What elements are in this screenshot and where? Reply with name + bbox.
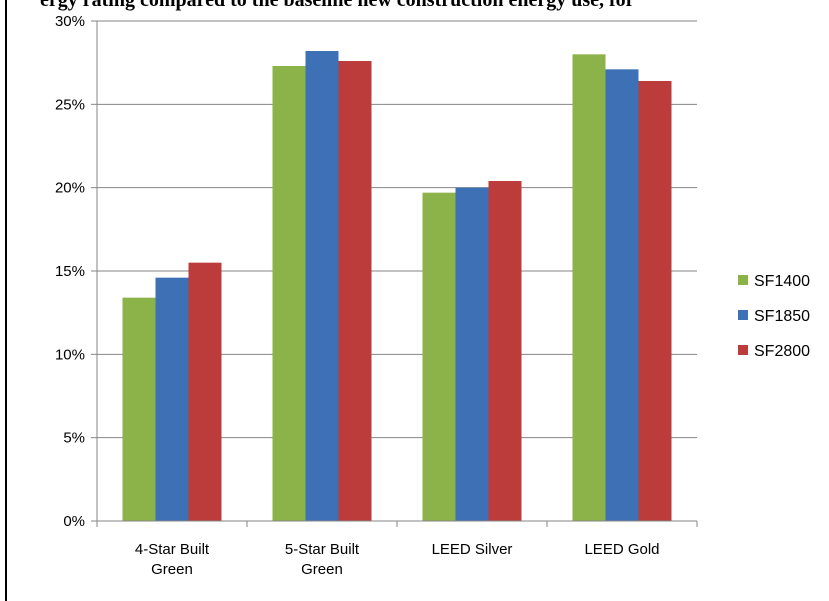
x-category-label: LEED Silver bbox=[432, 541, 513, 558]
legend: SF1400 SF1850 SF2800 bbox=[738, 273, 810, 360]
y-tick-label: 5% bbox=[63, 430, 85, 447]
page-left-border bbox=[5, 0, 7, 601]
bar-sf2800-1 bbox=[338, 61, 372, 521]
bar-sf1850-3 bbox=[605, 69, 639, 521]
x-category-label-line: 5-Star Built bbox=[285, 541, 360, 558]
bar-sf1850-2 bbox=[455, 187, 489, 521]
y-tick-label: 20% bbox=[55, 180, 85, 197]
bar-sf1850-1 bbox=[305, 51, 339, 521]
legend-label-sf2800: SF2800 bbox=[754, 343, 810, 360]
x-category-label: 4-Star Built Green bbox=[135, 541, 210, 578]
bar-sf1400-3 bbox=[572, 54, 606, 521]
bar-sf1400-2 bbox=[422, 192, 456, 521]
y-tick-label: 0% bbox=[63, 513, 85, 530]
x-axis-category-labels: 4-Star Built Green 5-Star Built Green LEED S… bbox=[135, 541, 660, 578]
y-tick-label: 15% bbox=[55, 263, 85, 280]
bar-sf2800-0 bbox=[188, 262, 222, 521]
x-category-label: 5-Star Built Green bbox=[285, 541, 360, 578]
legend-label-sf1400: SF1400 bbox=[754, 273, 810, 290]
bar-sf2800-3 bbox=[638, 81, 672, 521]
x-category-label-line: 4-Star Built bbox=[135, 541, 210, 558]
legend-swatch-sf2800 bbox=[738, 345, 748, 355]
x-category-label-line: Green bbox=[301, 561, 343, 578]
y-tick-label: 30% bbox=[55, 13, 85, 30]
legend-label-sf1850: SF1850 bbox=[754, 308, 810, 325]
x-category-label-line: LEED Silver bbox=[432, 541, 513, 558]
legend-swatch-sf1400 bbox=[738, 275, 748, 285]
axes bbox=[91, 20, 698, 527]
y-tick-label: 10% bbox=[55, 346, 85, 363]
bars bbox=[122, 51, 672, 521]
bar-sf1400-1 bbox=[272, 66, 306, 521]
y-tick-label: 25% bbox=[55, 96, 85, 113]
bar-sf1850-0 bbox=[155, 277, 189, 521]
legend-swatch-sf1850 bbox=[738, 310, 748, 320]
x-category-label: LEED Gold bbox=[584, 541, 659, 558]
bar-sf1400-0 bbox=[122, 297, 156, 521]
x-category-label-line: LEED Gold bbox=[584, 541, 659, 558]
clipped-caption-text-clip: ergy rating compared to the baseline new… bbox=[0, 0, 829, 12]
y-axis-tick-labels: 0% 5% 10% 15% 20% 25% 30% bbox=[55, 13, 85, 530]
x-category-label-line: Green bbox=[151, 561, 193, 578]
clipped-caption-text: ergy rating compared to the baseline new… bbox=[40, 0, 635, 11]
bar-sf2800-2 bbox=[488, 181, 522, 521]
